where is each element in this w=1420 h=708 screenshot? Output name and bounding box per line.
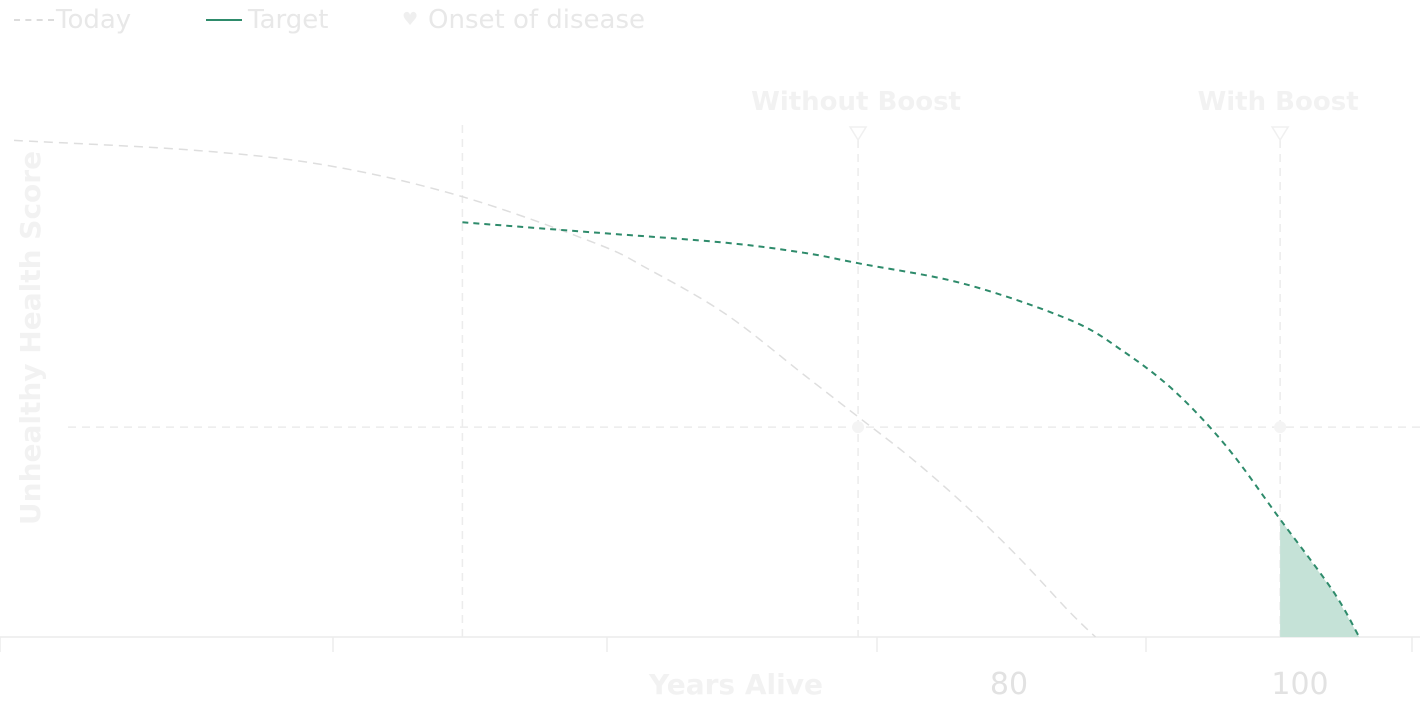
legend-swatch-target	[206, 19, 242, 21]
heart-icon: ♥	[402, 9, 419, 30]
x-tick-label-100: 100	[1271, 667, 1328, 702]
legend-item-onset: ♥ Onset of disease	[402, 5, 645, 35]
marker-triangle-0	[848, 126, 868, 142]
y-axis-label: Unhealthy Health Score	[14, 151, 47, 525]
legend-item-today: Today	[14, 5, 131, 35]
marker-label-0: Without Boost	[751, 87, 961, 117]
marker-label-1: With Boost	[1198, 87, 1359, 117]
grid-layer	[0, 125, 1420, 652]
marks-layer	[13, 139, 1361, 638]
legend-label-target: Target	[248, 5, 329, 35]
onset-marker-0	[852, 421, 865, 434]
series-line-target	[462, 221, 1361, 638]
chart-legend: Today Target ♥ Onset of disease	[0, 0, 1420, 40]
x-tick-label-80: 80	[990, 667, 1028, 702]
onset-marker-1	[1274, 421, 1287, 434]
text-layer: Without Boost With Boost 80 100 Years Alive U…	[14, 87, 1359, 702]
legend-item-target: Target	[206, 5, 328, 35]
legend-swatch-today	[14, 19, 54, 21]
legend-label-onset: Onset of disease	[428, 5, 646, 35]
series-line-today	[13, 139, 1097, 638]
marker-triangle-1	[1270, 126, 1290, 142]
legend-label-today: Today	[56, 5, 132, 35]
target-shaded-area	[1280, 519, 1360, 637]
x-axis-label: Years Alive	[648, 668, 823, 701]
